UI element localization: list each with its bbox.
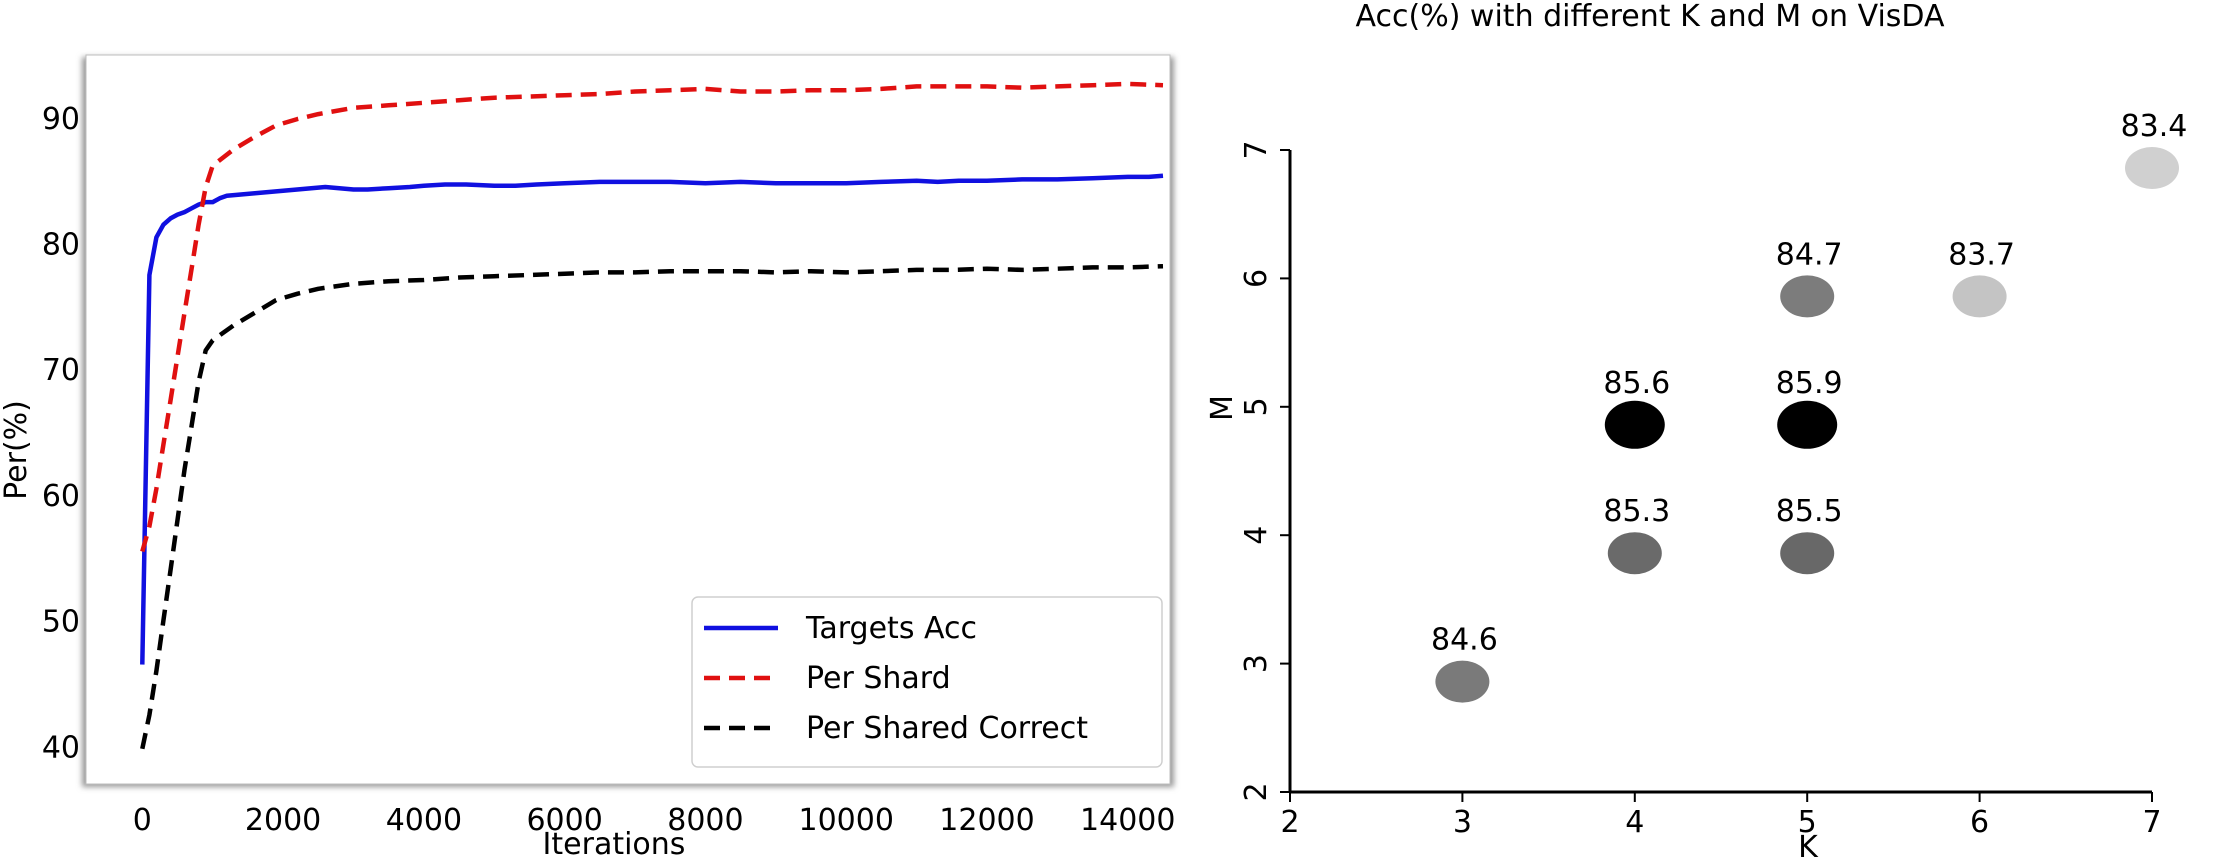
x-axis-label: Iterations [543, 827, 686, 862]
x-tick-label: 2000 [245, 803, 321, 838]
scatter-point [1607, 532, 1662, 575]
scatter-point [1435, 660, 1490, 703]
scatter-point [1780, 532, 1835, 575]
legend-box [691, 596, 1163, 768]
x-tick-label: 7 [2142, 805, 2161, 840]
x-tick-label: 14000 [1080, 803, 1175, 838]
scatter-point [1604, 400, 1665, 449]
x-tick-label: 4000 [386, 803, 462, 838]
scatter-point [1780, 275, 1835, 318]
y-tick-label: 3 [1239, 654, 1274, 673]
y-tick-label: 4 [1239, 526, 1274, 545]
scatter-point [1952, 275, 2007, 318]
point-label: 83.7 [1948, 237, 2015, 272]
legend-label-targets-acc: Targets Acc [805, 611, 977, 646]
x-tick-label: 5 [1798, 805, 1817, 840]
y-tick-label: 60 [42, 479, 80, 514]
y-tick-label: 6 [1239, 269, 1274, 288]
legend-label-per-shared-correct: Per Shared Correct [806, 711, 1088, 746]
point-label: 84.6 [1431, 623, 1498, 658]
x-tick-label: 12000 [939, 803, 1034, 838]
y-tick-label: 80 [42, 228, 80, 263]
point-label: 85.6 [1603, 366, 1670, 401]
y-axis-label: M [1205, 395, 1240, 421]
x-tick-label: 8000 [667, 803, 743, 838]
x-tick-label: 4 [1625, 805, 1644, 840]
y-tick-label: 7 [1239, 140, 1274, 159]
x-axis-label: K [1798, 830, 1819, 863]
y-tick-label: 2 [1239, 782, 1274, 801]
x-tick-label: 0 [133, 803, 152, 838]
point-label: 83.4 [2121, 109, 2188, 144]
y-tick-label: 70 [42, 353, 80, 388]
y-tick-label: 40 [42, 730, 80, 765]
point-label: 85.9 [1776, 366, 1843, 401]
scatter-chart: Acc(%) with different K and M on VisDA 2… [1205, 0, 2187, 863]
point-label: 85.5 [1776, 494, 1843, 529]
series-line-per-shared-correct [140, 263, 1164, 750]
legend-label-per-shard: Per Shard [806, 661, 951, 696]
line-chart: 0 2000 4000 6000 8000 10000 12000 14000 40 50 60 7… [0, 54, 1175, 862]
point-label: 84.7 [1776, 237, 1843, 272]
x-tick-label: 2 [1280, 805, 1299, 840]
scatter-point [1777, 400, 1838, 449]
chart-title: Acc(%) with different K and M on VisDA [1356, 0, 1945, 34]
x-tick-label: 3 [1453, 805, 1472, 840]
point-label: 85.3 [1603, 494, 1670, 529]
y-axis-label: Per(%) [0, 400, 34, 500]
x-tick-label: 10000 [798, 803, 893, 838]
y-tick-label: 50 [42, 605, 80, 640]
series-line-per-shard [140, 81, 1164, 553]
x-tick-label: 6 [1970, 805, 1989, 840]
y-tick-label: 90 [42, 102, 80, 137]
x-tick-label: 6000 [526, 803, 602, 838]
scatter-point [2125, 147, 2179, 189]
y-tick-label: 5 [1239, 397, 1274, 416]
legend: Targets Acc Per Shard Per Shared Correct [691, 596, 1163, 768]
